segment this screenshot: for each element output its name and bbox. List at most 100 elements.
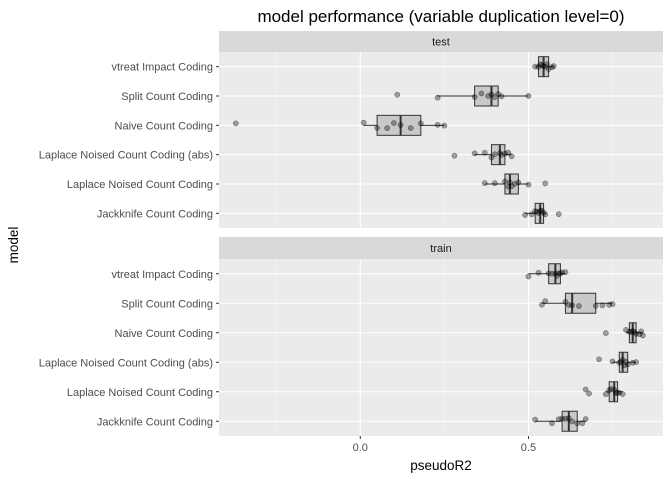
- box-test-1: [394, 85, 532, 107]
- x-tick-label: 0.5: [521, 442, 536, 454]
- data-point: [602, 330, 609, 336]
- data-point: [586, 390, 592, 397]
- data-point: [576, 303, 582, 309]
- data-point: [397, 122, 404, 128]
- data-point: [537, 61, 544, 68]
- data-point: [481, 180, 488, 186]
- data-point: [569, 302, 576, 309]
- facet-panel-test: test vtreat Impact Coding Split Count Codi…: [39, 31, 663, 228]
- data-point: [407, 125, 414, 131]
- data-point: [360, 119, 367, 126]
- data-point: [384, 125, 391, 132]
- data-point: [638, 328, 644, 335]
- data-point: [629, 359, 636, 366]
- box-body: [490, 144, 506, 166]
- data-point: [623, 327, 629, 333]
- data-point: [535, 269, 542, 276]
- data-point: [232, 120, 239, 127]
- data-point: [451, 152, 458, 159]
- y-axis-title: model: [6, 227, 21, 264]
- data-point: [522, 212, 528, 218]
- data-point: [631, 329, 638, 335]
- box-train-4: [582, 381, 626, 403]
- data-point: [609, 358, 616, 365]
- data-point: [471, 94, 478, 100]
- data-point: [636, 331, 643, 338]
- x-tick-label: 0.0: [353, 442, 368, 454]
- data-point: [549, 420, 555, 427]
- y-tick-label: vtreat Impact Coding: [112, 269, 214, 281]
- box-test-3: [451, 144, 515, 166]
- data-point: [569, 418, 576, 425]
- data-point: [525, 181, 532, 188]
- data-point: [579, 420, 586, 427]
- facet-strip-test: [219, 31, 663, 52]
- y-tick-label: vtreat Impact Coding: [112, 62, 214, 74]
- data-point: [599, 302, 606, 309]
- y-tick-label: Laplace Noised Count Coding (abs): [39, 150, 213, 162]
- data-point: [542, 180, 549, 187]
- data-point: [574, 420, 581, 427]
- box-test-4: [481, 173, 549, 195]
- data-point: [502, 178, 508, 185]
- data-point: [491, 180, 498, 186]
- data-point: [596, 356, 602, 363]
- box-train-3: [596, 351, 639, 373]
- facet-panels: test vtreat Impact Coding Split Count Codi…: [39, 31, 663, 436]
- data-point: [505, 149, 512, 156]
- data-point: [602, 391, 609, 397]
- data-point: [441, 122, 448, 129]
- box-train-0: [525, 263, 569, 285]
- y-tick-label: Jackknife Count Coding: [97, 208, 213, 220]
- data-point: [481, 149, 488, 156]
- data-point: [619, 356, 626, 363]
- y-tick-label: Laplace Noised Count Coding: [67, 179, 213, 191]
- box-train-1: [539, 292, 616, 314]
- data-point: [498, 93, 505, 100]
- data-point: [609, 301, 616, 307]
- data-point: [498, 152, 505, 158]
- data-point: [592, 302, 599, 309]
- data-point: [545, 66, 552, 72]
- data-point: [616, 389, 623, 396]
- data-point: [478, 90, 485, 97]
- box-test-5: [522, 202, 562, 224]
- y-tick-label: Split Count Coding: [121, 91, 213, 103]
- data-point: [621, 362, 628, 369]
- box-train-5: [532, 410, 589, 432]
- x-axis-title: pseudoR2: [410, 458, 472, 473]
- data-point: [417, 120, 424, 127]
- box-test-0: [532, 56, 557, 78]
- chart-title: model performance (variable duplication …: [257, 7, 624, 26]
- data-point: [555, 416, 562, 423]
- data-point: [471, 150, 478, 157]
- data-point: [512, 180, 518, 187]
- data-point: [562, 269, 569, 276]
- data-point: [624, 361, 631, 368]
- box-train-2: [602, 322, 646, 344]
- data-point: [633, 359, 639, 365]
- data-point: [540, 209, 547, 216]
- panel-background: [219, 52, 663, 228]
- data-point: [608, 386, 614, 392]
- data-point: [555, 270, 562, 277]
- y-tick-label: Naive Count Coding: [115, 328, 213, 340]
- data-point: [539, 301, 545, 308]
- data-point: [542, 298, 549, 304]
- data-point: [582, 386, 589, 393]
- data-point: [537, 208, 544, 214]
- data-point: [374, 125, 380, 131]
- data-point: [515, 179, 522, 186]
- data-point: [525, 273, 532, 280]
- data-point: [542, 211, 549, 218]
- data-point: [502, 150, 508, 157]
- data-point: [508, 153, 515, 160]
- facet-strip-label: test: [432, 37, 450, 49]
- data-point: [491, 151, 498, 158]
- y-tick-label: Laplace Noised Count Coding (abs): [39, 357, 213, 369]
- data-point: [532, 416, 539, 423]
- data-point: [525, 93, 532, 99]
- facet-strip-train: [219, 237, 663, 259]
- data-point: [619, 391, 626, 397]
